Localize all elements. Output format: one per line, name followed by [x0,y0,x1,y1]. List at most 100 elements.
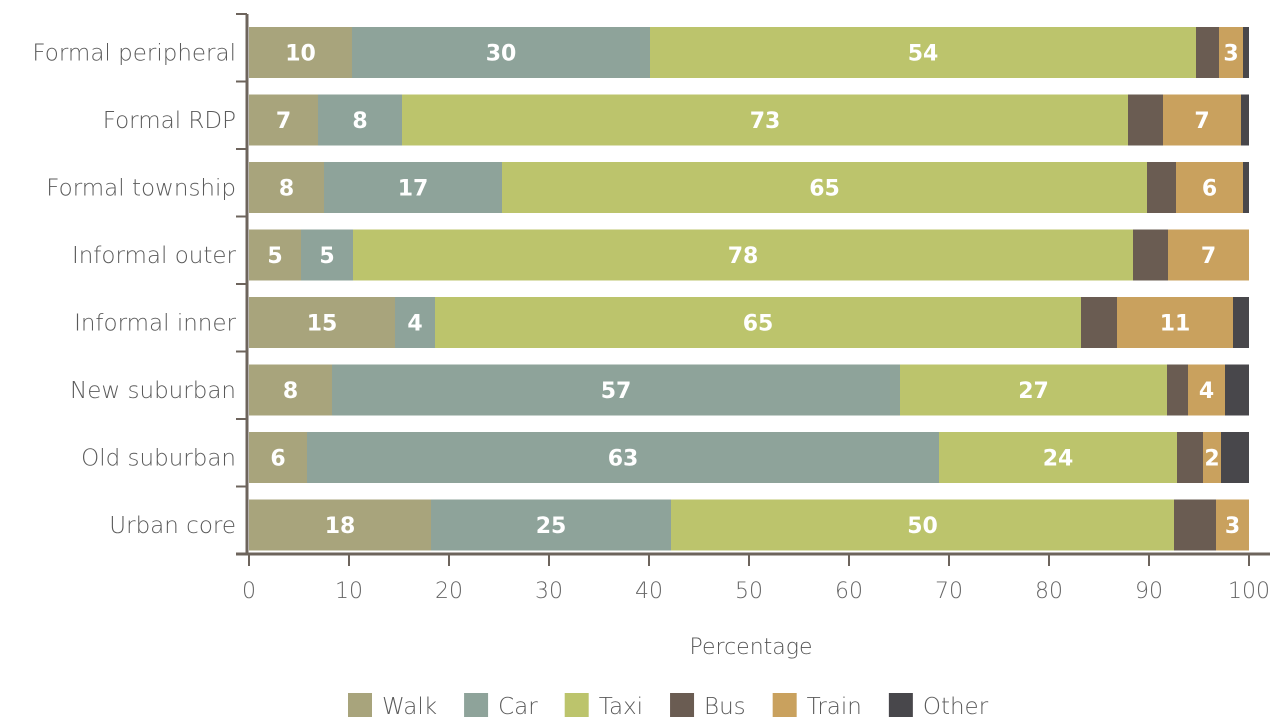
data-label-train-7: 3 [1225,514,1240,539]
bar-segment-other-1 [1241,94,1249,146]
bar-segment-other-5 [1225,364,1249,416]
x-tick-label: 20 [435,579,463,604]
legend-swatch-train [772,693,797,717]
data-label-walk-4: 15 [307,312,338,337]
bar-segment-other-0 [1243,27,1249,78]
data-label-walk-6: 6 [270,447,285,472]
legend-swatch-taxi [564,693,589,717]
data-label-train-6: 2 [1204,447,1219,472]
x-tick-label: 40 [635,579,663,604]
bar-segment-bus-5 [1167,364,1188,416]
legend-label-train: Train [807,694,862,720]
bar-segment-train-1 [1163,94,1241,146]
legend-label-bus: Bus [704,694,746,720]
category-label: Formal RDP [103,108,236,134]
data-label-car-2: 17 [398,177,429,202]
data-label-train-4: 11 [1160,312,1191,337]
data-label-taxi-4: 65 [743,312,774,337]
legend-swatch-walk [348,693,372,717]
data-label-car-6: 63 [608,447,639,472]
bar-segment-car-1 [318,94,402,146]
bar-segment-train-3 [1168,229,1249,281]
axes [236,13,1270,566]
category-label: Informal inner [74,311,236,337]
category-labels: Formal peripheral Formal RDP Formal townsh… [32,41,236,540]
category-label: Old suburban [81,446,236,472]
data-label-train-0: 3 [1223,42,1238,67]
data-label-taxi-5: 27 [1018,379,1049,404]
bar-segment-car-6 [307,432,939,483]
bar-segment-taxi-2 [502,162,1147,213]
data-label-car-5: 57 [601,379,632,404]
data-label-walk-2: 8 [279,177,294,202]
bar-segment-taxi-0 [650,27,1196,78]
bar-segment-car-3 [301,229,353,281]
data-label-train-3: 7 [1201,244,1216,269]
legend-swatch-other [888,693,913,717]
legend-label-walk: Walk [382,694,437,720]
x-tick-label: 60 [835,579,863,604]
bar-segment-car-0 [352,27,650,78]
bar-segment-train-7 [1216,499,1249,551]
legend-swatch-bus [670,693,695,717]
data-label-taxi-0: 54 [908,42,939,67]
bar-segment-walk-0 [249,27,352,78]
data-label-taxi-2: 65 [809,177,840,202]
bar-segment-taxi-5 [900,364,1167,416]
bar-segment-bus-7 [1174,499,1216,551]
bar-segment-walk-2 [249,162,324,213]
bar-segment-bus-1 [1128,94,1163,146]
bar-segment-other-2 [1243,162,1249,213]
category-label: Informal outer [72,243,237,269]
x-tick-label: 10 [335,579,363,604]
x-tick-label: 0 [242,579,256,604]
data-label-car-4: 4 [407,312,422,337]
category-label: Formal peripheral [32,41,236,67]
bar-segment-taxi-7 [671,499,1174,551]
bar-segment-train-5 [1188,364,1225,416]
data-label-train-2: 6 [1202,177,1217,202]
bar-segment-car-2 [324,162,502,213]
bar-segment-taxi-3 [353,229,1133,281]
data-label-taxi-3: 78 [728,244,759,269]
bar-segment-train-0 [1219,27,1243,78]
bar-segment-car-7 [431,499,671,551]
x-tick-label: 100 [1228,579,1270,604]
x-tick-label: 70 [935,579,963,604]
data-label-taxi-7: 50 [907,514,938,539]
bar-segment-other-6 [1221,432,1249,483]
data-label-train-5: 4 [1199,379,1214,404]
legend-label-taxi: Taxi [599,694,643,720]
legend-label-car: Car [498,694,538,720]
legend: Walk Car Taxi Bus Train Other [348,693,989,720]
data-label-walk-1: 7 [276,109,291,134]
data-label-taxi-1: 73 [750,109,781,134]
bar-segment-walk-3 [249,229,301,281]
legend-swatch-car [464,693,489,717]
bar-segment-car-5 [332,364,900,416]
data-label-walk-7: 18 [325,514,356,539]
bar-segment-walk-7 [249,499,431,551]
data-label-walk-3: 5 [267,244,282,269]
bar-segment-bus-4 [1081,297,1117,348]
legend-label-other: Other [923,694,989,720]
bar-segment-other-4 [1233,297,1249,348]
x-tick-label: 80 [1035,579,1063,604]
bar-segment-taxi-1 [402,94,1128,146]
data-label-car-0: 30 [486,42,517,67]
data-label-train-1: 7 [1194,109,1209,134]
category-label: Formal township [46,176,236,202]
data-label-taxi-6: 24 [1043,447,1074,472]
bar-segment-car-4 [395,297,435,348]
bar-segment-bus-6 [1177,432,1203,483]
bar-segment-train-4 [1117,297,1233,348]
x-tick-label: 90 [1135,579,1163,604]
category-label: New suburban [70,378,236,404]
x-tick-label: 30 [535,579,563,604]
bar-segment-taxi-6 [939,432,1177,483]
bar-segment-train-6 [1203,432,1221,483]
bar-segment-bus-0 [1196,27,1219,78]
bar-segment-walk-5 [249,364,332,416]
bar-segment-train-2 [1176,162,1243,213]
